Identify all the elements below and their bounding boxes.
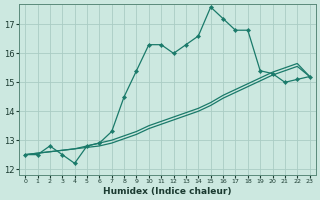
X-axis label: Humidex (Indice chaleur): Humidex (Indice chaleur) xyxy=(103,187,232,196)
